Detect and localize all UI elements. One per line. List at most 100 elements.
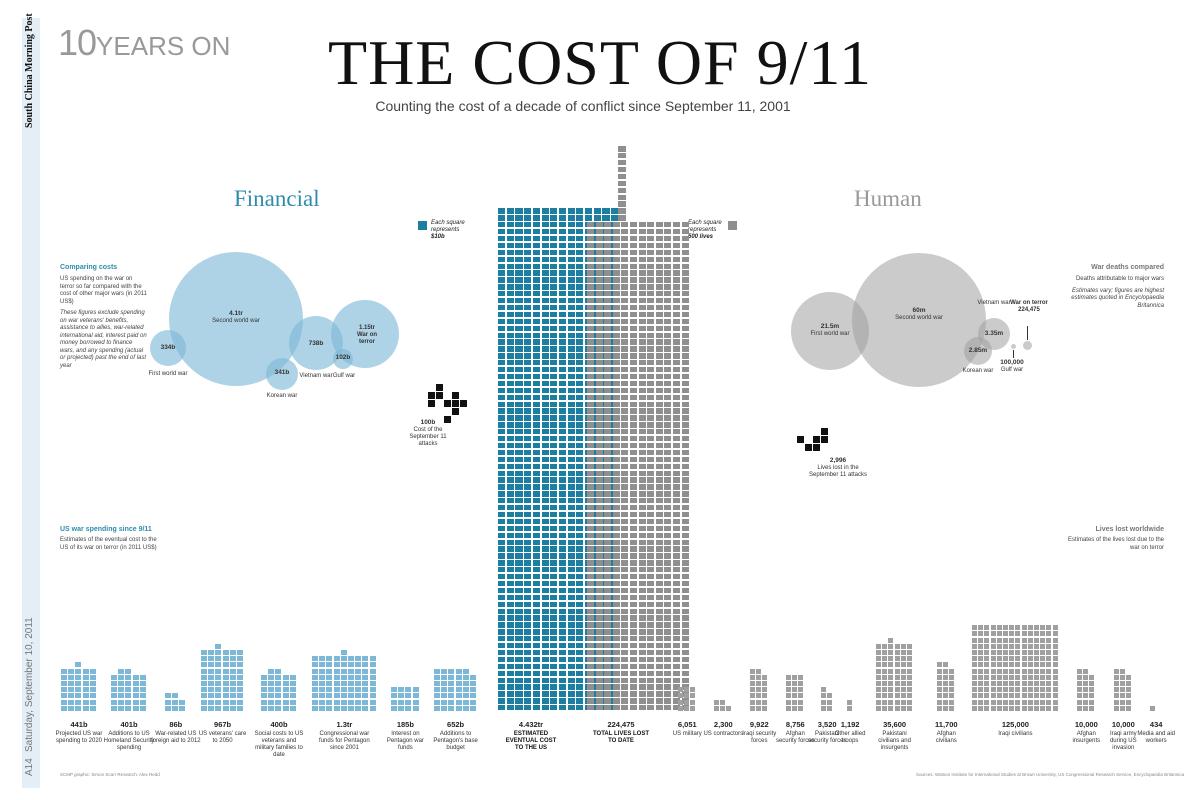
human-bar-square bbox=[900, 643, 906, 649]
financial-tower-square bbox=[576, 222, 584, 228]
human-tower-square bbox=[630, 491, 638, 497]
human-tower-square bbox=[604, 373, 612, 380]
human-tower-square bbox=[647, 663, 655, 670]
financial-tower-square bbox=[576, 663, 584, 670]
financial-bar-square bbox=[289, 705, 296, 711]
financial-tower-square bbox=[498, 422, 506, 428]
financial-tower-square bbox=[524, 608, 532, 614]
financial-bar-square bbox=[470, 681, 476, 686]
human-tower-square bbox=[638, 373, 646, 380]
financial-tower-square bbox=[498, 429, 506, 435]
financial-bar-square bbox=[208, 668, 215, 674]
financial-tower-square bbox=[567, 705, 575, 711]
financial-tower-square bbox=[524, 684, 532, 690]
human-bar-square bbox=[798, 681, 804, 686]
human-bar-square bbox=[847, 699, 852, 705]
financial-tower-square bbox=[515, 353, 523, 359]
human-tower-square bbox=[587, 449, 595, 456]
financial-tower-square bbox=[532, 304, 540, 311]
kicker-text: YEARS ON bbox=[96, 31, 231, 61]
human-bar-square bbox=[937, 681, 942, 686]
financial-tower-square bbox=[532, 346, 540, 352]
human-tower-square bbox=[630, 415, 638, 421]
human-tower-square bbox=[595, 415, 603, 421]
war-deaths-block: War deaths compared Deaths attributable … bbox=[1066, 264, 1164, 310]
human-bar-square bbox=[1120, 674, 1126, 680]
financial-tower-square bbox=[576, 532, 584, 538]
human-tower-square bbox=[595, 532, 603, 538]
human-bar-square bbox=[821, 687, 826, 693]
human-tower-square bbox=[638, 235, 646, 242]
human-bar-6-label: Pakistani civilians and insurgents bbox=[878, 731, 911, 751]
human-bar-square bbox=[1021, 631, 1027, 637]
human-tower-square bbox=[664, 656, 672, 663]
financial-tower-square bbox=[515, 649, 523, 656]
human-bar-square bbox=[1003, 662, 1008, 668]
human-tower-square bbox=[638, 353, 646, 359]
financial-tower-square bbox=[576, 367, 584, 373]
financial-tower-square bbox=[541, 553, 549, 559]
financial-tower-square bbox=[558, 705, 567, 711]
financial-tower-square bbox=[515, 477, 523, 483]
human-tower-square bbox=[664, 367, 672, 373]
financial-tower-square bbox=[498, 518, 506, 525]
human-bar-square bbox=[984, 705, 990, 711]
human-tower-square bbox=[595, 249, 603, 256]
human-tower-square bbox=[621, 518, 629, 525]
human-tower-square bbox=[612, 222, 620, 228]
human-tower-square bbox=[595, 470, 603, 476]
human-tower-square bbox=[621, 235, 629, 242]
human-tower-square bbox=[655, 353, 663, 359]
human-bar-square bbox=[1027, 625, 1033, 631]
human-tower-square bbox=[647, 705, 655, 711]
financial-tower-square bbox=[558, 284, 567, 290]
human-bar-square bbox=[1114, 681, 1119, 686]
financial-heading: Financial bbox=[234, 186, 320, 211]
human-tower-square bbox=[630, 484, 638, 490]
human-tower-square bbox=[630, 629, 638, 635]
human-bar-square bbox=[1077, 699, 1082, 705]
financial-bar-square bbox=[348, 693, 354, 699]
human-tower-square bbox=[595, 677, 603, 683]
human-tower-square bbox=[621, 663, 629, 670]
human-bar-square bbox=[1052, 687, 1058, 693]
human-bar-square bbox=[876, 662, 881, 668]
human-bar-square bbox=[900, 656, 906, 662]
financial-tower-square bbox=[524, 539, 532, 545]
financial-tower-square bbox=[524, 215, 532, 221]
human-bar-square bbox=[1003, 699, 1008, 705]
financial-bar-square bbox=[201, 674, 207, 680]
financial-bar-square bbox=[89, 674, 96, 680]
human-bar-square bbox=[1046, 643, 1052, 649]
war-on-terror-deaths-name: War on terror bbox=[1010, 300, 1048, 306]
human-bar-square bbox=[1083, 681, 1089, 686]
human-heading: Human bbox=[854, 186, 922, 211]
financial-tower-square bbox=[576, 332, 584, 338]
financial-tower-square bbox=[506, 373, 514, 380]
financial-tower-square bbox=[558, 235, 567, 242]
financial-bar-square bbox=[215, 699, 222, 705]
financial-tower-square bbox=[558, 553, 567, 559]
financial-tower-square bbox=[524, 567, 532, 573]
human-tower-square bbox=[595, 298, 603, 304]
financial-tower-square bbox=[567, 491, 575, 497]
human-tower-square bbox=[595, 498, 603, 504]
financial-tower-square bbox=[558, 636, 567, 642]
human-tower-square bbox=[612, 567, 620, 573]
human-tower-square bbox=[604, 677, 612, 683]
financial-bar-square bbox=[326, 699, 333, 705]
human-tower-square bbox=[647, 580, 655, 587]
human-bar-square bbox=[1003, 637, 1008, 643]
human-tower-square bbox=[587, 325, 595, 331]
financial-bar-square bbox=[215, 681, 222, 686]
human-tower-square bbox=[612, 636, 620, 642]
human-tower-square bbox=[587, 235, 595, 242]
human-tower-square bbox=[621, 408, 629, 414]
financial-tower-square bbox=[532, 360, 540, 366]
human-tower-square bbox=[595, 629, 603, 635]
human-tower-square bbox=[647, 587, 655, 594]
human-tower-square bbox=[655, 222, 663, 228]
financial-bar-square bbox=[319, 668, 326, 674]
human-tower-square bbox=[630, 325, 638, 331]
human-tower-square bbox=[655, 277, 663, 283]
